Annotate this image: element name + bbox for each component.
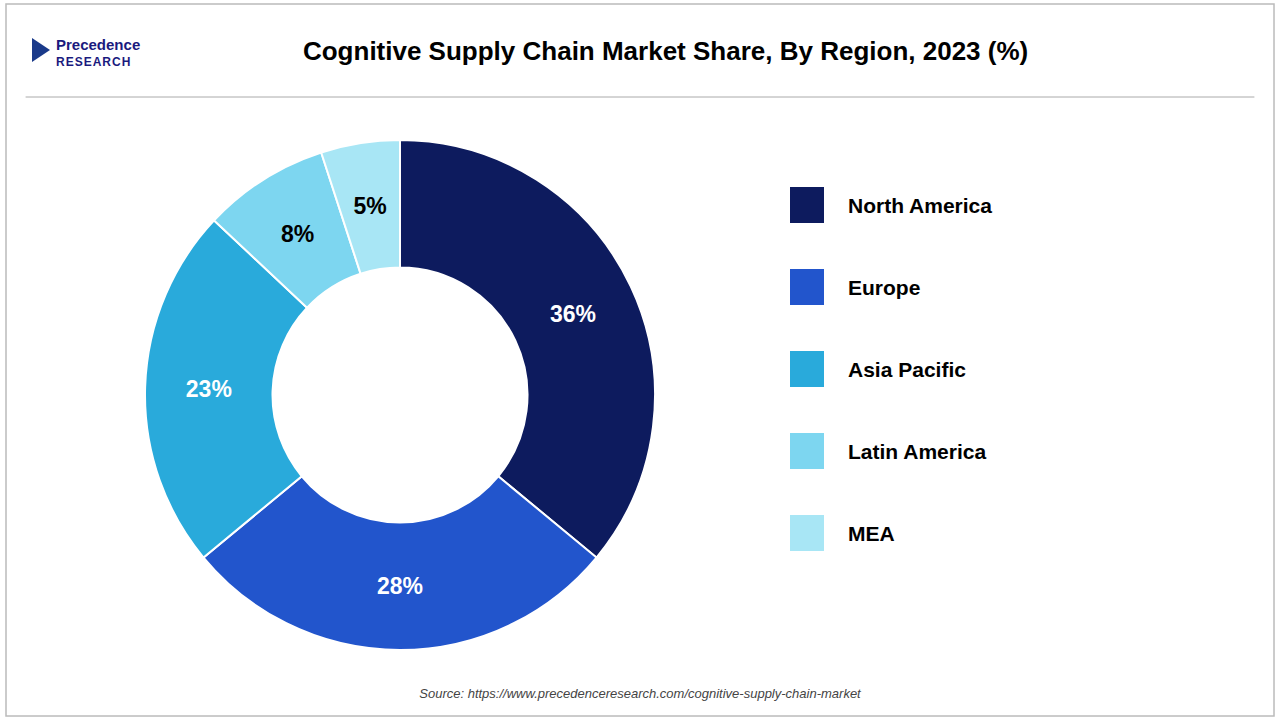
title: Cognitive Supply Chain Market Share, By … bbox=[303, 36, 1028, 66]
frame bbox=[6, 4, 1274, 716]
legend-item: MEA bbox=[790, 515, 895, 551]
legend-item: Europe bbox=[790, 269, 920, 305]
logo-icon bbox=[32, 38, 50, 62]
donut bbox=[145, 140, 655, 650]
data-label: 28% bbox=[377, 573, 423, 599]
data-label: 23% bbox=[186, 376, 232, 402]
title-rule bbox=[26, 97, 1255, 98]
data-label: 8% bbox=[281, 221, 314, 247]
legend-label: Asia Pacific bbox=[848, 358, 966, 381]
data-label: 5% bbox=[353, 193, 386, 219]
chart: Cognitive Supply Chain Market Share, By … bbox=[0, 0, 1280, 720]
data-labels: 36% 28% 23% 8% 5% bbox=[186, 193, 596, 599]
slice bbox=[400, 140, 655, 558]
legend-label: North America bbox=[848, 194, 992, 217]
logo-subtext: RESEARCH bbox=[56, 55, 131, 69]
legend-item: Latin America bbox=[790, 433, 986, 469]
legend-swatch bbox=[790, 515, 824, 551]
legend-swatch bbox=[790, 433, 824, 469]
legend-label: Latin America bbox=[848, 440, 986, 463]
legend-item: North America bbox=[790, 187, 992, 223]
slice bbox=[321, 140, 400, 274]
logo: Precedence RESEARCH bbox=[32, 36, 140, 69]
data-label: 36% bbox=[550, 301, 596, 327]
legend-swatch bbox=[790, 269, 824, 305]
legend-label: MEA bbox=[848, 522, 895, 545]
legend-swatch bbox=[790, 351, 824, 387]
source: Source: https://www.precedenceresearch.c… bbox=[419, 686, 862, 701]
legend-label: Europe bbox=[848, 276, 920, 299]
legend-swatch bbox=[790, 187, 824, 223]
logo-text: Precedence bbox=[56, 36, 140, 53]
legend-item: Asia Pacific bbox=[790, 351, 966, 387]
legend: North America Europe Asia Pacific Latin Ame… bbox=[790, 187, 992, 551]
